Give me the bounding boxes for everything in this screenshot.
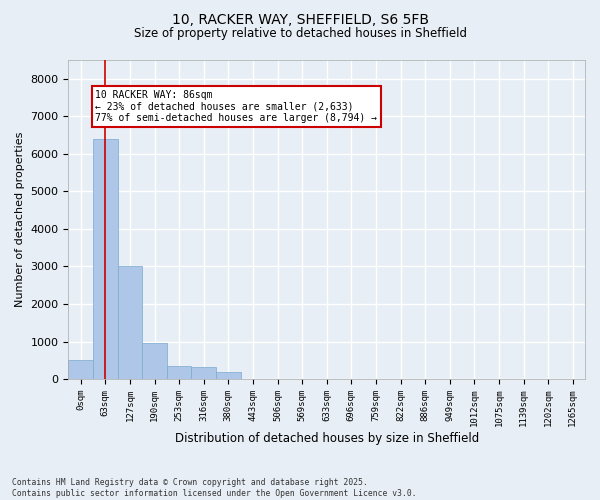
Text: Contains HM Land Registry data © Crown copyright and database right 2025.
Contai: Contains HM Land Registry data © Crown c…	[12, 478, 416, 498]
Text: 10, RACKER WAY, SHEFFIELD, S6 5FB: 10, RACKER WAY, SHEFFIELD, S6 5FB	[172, 12, 428, 26]
Bar	[68, 360, 93, 379]
Bar	[191, 366, 216, 379]
Text: Size of property relative to detached houses in Sheffield: Size of property relative to detached ho…	[133, 28, 467, 40]
Bar	[93, 139, 118, 379]
Text: 10 RACKER WAY: 86sqm
← 23% of detached houses are smaller (2,633)
77% of semi-de: 10 RACKER WAY: 86sqm ← 23% of detached h…	[95, 90, 377, 123]
Bar	[216, 372, 241, 379]
Bar	[142, 344, 167, 379]
Bar	[118, 266, 142, 379]
Bar	[167, 366, 191, 379]
X-axis label: Distribution of detached houses by size in Sheffield: Distribution of detached houses by size …	[175, 432, 479, 445]
Y-axis label: Number of detached properties: Number of detached properties	[15, 132, 25, 307]
